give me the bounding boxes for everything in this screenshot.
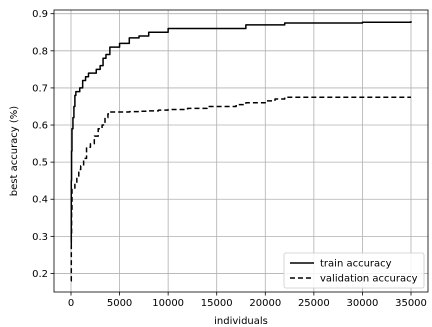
x-axis-label: individuals bbox=[214, 316, 268, 327]
train-accuracy-line bbox=[70, 21, 412, 245]
y-tick-label: 0.2 bbox=[32, 269, 48, 280]
legend-box bbox=[283, 252, 425, 289]
grid bbox=[54, 10, 428, 292]
validation-accuracy-line bbox=[70, 96, 411, 282]
legend: train accuracy validation accuracy bbox=[283, 252, 425, 289]
x-tick-label: 0 bbox=[68, 298, 74, 309]
y-tick-label: 0.9 bbox=[32, 9, 48, 20]
x-tick-label: 5000 bbox=[107, 298, 132, 309]
series-layer bbox=[70, 21, 412, 282]
x-tick-label: 35000 bbox=[395, 298, 427, 309]
x-tick-label: 20000 bbox=[249, 298, 281, 309]
x-tick-label: 25000 bbox=[298, 298, 330, 309]
x-tick-label: 15000 bbox=[201, 298, 233, 309]
legend-label-train: train accuracy bbox=[320, 259, 392, 270]
x-tick-label: 10000 bbox=[152, 298, 184, 309]
y-tick-label: 0.3 bbox=[32, 232, 48, 243]
y-tick-label: 0.7 bbox=[32, 83, 48, 94]
y-axis-label: best accuracy (%) bbox=[9, 106, 20, 197]
ticks: 0 5000 10000 15000 20000 25000 30000 35000 0.2 0.… bbox=[32, 9, 427, 309]
x-tick-label: 30000 bbox=[347, 298, 379, 309]
y-tick-label: 0.4 bbox=[32, 195, 48, 206]
y-tick-label: 0.6 bbox=[32, 121, 48, 132]
y-tick-label: 0.8 bbox=[32, 46, 48, 57]
y-tick-label: 0.5 bbox=[32, 158, 48, 169]
plot-frame bbox=[53, 9, 429, 293]
legend-label-validation: validation accuracy bbox=[320, 274, 418, 285]
